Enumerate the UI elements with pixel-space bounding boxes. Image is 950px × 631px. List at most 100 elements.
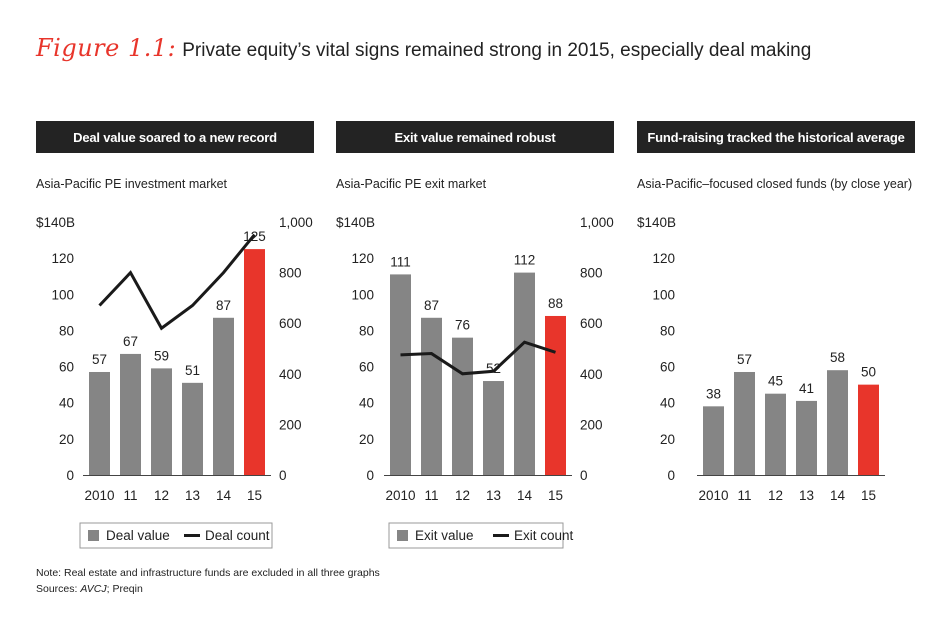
chart-1-bar	[213, 317, 234, 475]
chart-3-x-tick: 12	[768, 488, 783, 503]
chart-2-y-left-tick: 120	[351, 251, 374, 266]
chart-1-y-left-tick: 40	[59, 396, 74, 411]
chart-1-x-tick: 12	[154, 488, 169, 503]
chart-2-x-tick: 15	[548, 488, 563, 503]
chart-2-bar-label: 88	[548, 296, 563, 311]
chart-1-bar	[182, 382, 203, 475]
chart-2-y-right-tick: 0	[580, 468, 588, 483]
chart-1-bar-label: 67	[123, 334, 138, 349]
chart-2-y-left-tick: 40	[359, 396, 374, 411]
chart-3-bar-label: 58	[830, 350, 845, 365]
chart-3-bar	[703, 406, 724, 475]
chart-3-bar-label: 38	[706, 386, 721, 401]
chart-2-y-left-tick: 20	[359, 432, 374, 447]
chart-3-y-left-tick: 40	[660, 396, 675, 411]
chart-2-legend-swatch-bar	[397, 530, 408, 541]
panel-1-header: Deal value soared to a new record	[36, 121, 314, 153]
chart-2-x-tick: 14	[517, 488, 533, 503]
chart-2-y-right-tick: 800	[580, 266, 603, 281]
chart-1-bar	[151, 368, 172, 475]
panel-2-subtitle: Asia-Pacific PE exit market	[336, 177, 487, 191]
chart-1-bar	[120, 353, 141, 475]
chart-3-bar	[796, 400, 817, 475]
chart-3-bar-label: 57	[737, 352, 752, 367]
figure-title-text: Private equity’s vital signs remained st…	[182, 40, 812, 61]
chart-2-legend-label: Exit value	[415, 528, 474, 543]
chart-2-bar	[514, 272, 535, 475]
chart-3-bar	[858, 384, 879, 475]
chart-3-bar-label: 45	[768, 374, 783, 389]
chart-2-legend-box	[388, 522, 564, 549]
chart-1-y-right-tick: 200	[279, 417, 302, 432]
chart-2-x-tick: 2010	[385, 488, 415, 503]
figure-label: Figure 1.1:	[36, 34, 177, 62]
chart-3-y-left-tick: 60	[660, 360, 675, 375]
chart-1-bar	[244, 249, 265, 475]
chart-1-y-left-tick: $140B	[36, 215, 75, 230]
chart-2-bar-label: 111	[390, 254, 411, 269]
chart-2-line-series	[400, 340, 556, 376]
panel-3-header: Fund-raising tracked the historical aver…	[637, 121, 915, 153]
chart-3-y-left-tick: 20	[660, 432, 675, 447]
chart-2-bar-label: 112	[514, 253, 536, 268]
chart-3-x-tick: 15	[861, 488, 876, 503]
chart-1-x-tick: 2010	[84, 488, 114, 503]
chart-1-y-right-tick: 800	[279, 266, 302, 281]
chart-1-y-right-tick: 600	[279, 316, 302, 331]
chart-3-bar	[765, 393, 786, 475]
chart-1-bar	[89, 371, 110, 475]
chart-1-bar-label: 59	[154, 348, 169, 363]
chart-3-x-tick: 14	[830, 488, 846, 503]
panel-1-subtitle: Asia-Pacific PE investment market	[36, 177, 228, 191]
chart-1-x-tick: 13	[185, 488, 200, 503]
chart-1-y-left-tick: 0	[66, 468, 74, 483]
chart-1-legend-label: Deal count	[205, 528, 270, 543]
chart-1-line-series	[98, 233, 256, 331]
figure-title: Figure 1.1: Private equity’s vital signs …	[36, 34, 811, 62]
chart-1-legend-box	[79, 522, 273, 549]
chart-1-x-tick: 15	[247, 488, 262, 503]
chart-2-y-right-tick: 400	[580, 367, 603, 382]
chart-1-y-right-tick: 0	[279, 468, 287, 483]
chart-2-y-left-tick: 100	[351, 287, 374, 302]
sources-avcj: AVCJ	[80, 583, 107, 595]
chart-1-y-left-tick: 100	[51, 287, 74, 302]
panel-3-header-text: Fund-raising tracked the historical aver…	[647, 129, 905, 145]
chart-1-bar-label: 87	[216, 298, 231, 313]
chart-1-y-left-tick: 120	[51, 251, 74, 266]
chart-1-legend-label: Deal value	[106, 528, 170, 543]
chart-2-bar	[421, 317, 442, 475]
chart-2-y-right-tick: 600	[580, 316, 603, 331]
chart-3-y-left-tick: 100	[652, 287, 675, 302]
chart-1-bar-label: 51	[185, 363, 200, 378]
chart-3-y-left-tick: 120	[652, 251, 675, 266]
chart-2-x-tick: 12	[455, 488, 470, 503]
chart-2-y-left-tick: 0	[366, 468, 374, 483]
sources-prefix: Sources:	[36, 583, 81, 595]
chart-1-y-right-tick: 400	[279, 367, 302, 382]
chart-2-y-left-tick: $140B	[336, 215, 375, 230]
chart-1-y-right-tick: 1,000	[279, 215, 313, 230]
chart-2-bar	[483, 381, 504, 475]
panel-2-header: Exit value remained robust	[336, 121, 614, 153]
chart-1-x-tick: 11	[123, 488, 137, 503]
chart-1-y-left-tick: 80	[59, 323, 74, 338]
chart-2-y-right-tick: 1,000	[580, 215, 614, 230]
chart-3-x-tick: 13	[799, 488, 814, 503]
chart-1-y-left-tick: 60	[59, 360, 74, 375]
chart-3-bar-label: 41	[799, 381, 814, 396]
chart-2-y-right-tick: 200	[580, 417, 603, 432]
chart-1-legend-swatch-bar	[88, 530, 99, 541]
chart-2-bar	[390, 274, 411, 475]
chart-2-x-tick: 11	[424, 488, 438, 503]
chart-1-x-tick: 14	[216, 488, 232, 503]
panel-3-subtitle: Asia-Pacific–focused closed funds (by cl…	[637, 177, 913, 191]
chart-2-bar	[545, 315, 566, 475]
chart-3-x-tick: 11	[737, 488, 751, 503]
chart-2-y-left-tick: 80	[359, 323, 374, 338]
chart-3-bar	[734, 371, 755, 475]
footnote: Note: Real estate and infrastructure fun…	[36, 567, 380, 579]
chart-2-x-tick: 13	[486, 488, 501, 503]
chart-3-y-left-tick: $140B	[637, 215, 676, 230]
